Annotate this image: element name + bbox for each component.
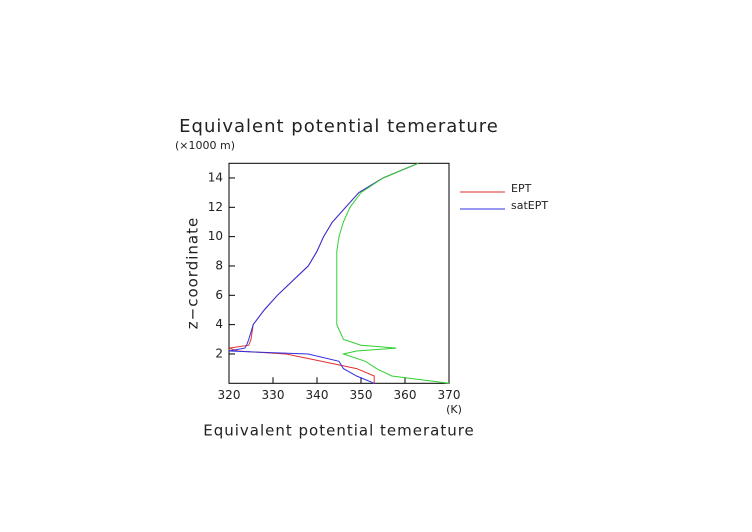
y-axis-label: z−coordinate bbox=[184, 217, 202, 329]
y-tick-label: 8 bbox=[215, 258, 223, 272]
x-tick-label: 350 bbox=[350, 388, 373, 402]
x-tick-label: 340 bbox=[306, 388, 329, 402]
x-unit: (K) bbox=[446, 403, 462, 416]
legend-label: satEPT bbox=[511, 199, 548, 212]
x-axis-label: Equivalent potential temerature bbox=[203, 422, 475, 440]
y-tick-label: 12 bbox=[208, 200, 223, 214]
plot-frame bbox=[228, 162, 450, 384]
line bbox=[228, 162, 419, 384]
line bbox=[228, 162, 419, 384]
x-tick-label: 330 bbox=[262, 388, 285, 402]
x-tick-label: 320 bbox=[218, 388, 241, 402]
legend-label: EPT bbox=[511, 182, 532, 195]
y-tick-label: 6 bbox=[215, 288, 223, 302]
line bbox=[336, 162, 450, 384]
x-tick-label: 360 bbox=[394, 388, 417, 402]
x-tick-label: 370 bbox=[438, 388, 461, 402]
y-tick-label: 2 bbox=[215, 346, 223, 360]
chart-title: Equivalent potential temerature bbox=[179, 116, 499, 137]
y-unit: (×1000 m) bbox=[175, 139, 235, 152]
y-tick-label: 14 bbox=[208, 170, 223, 184]
y-tick-label: 4 bbox=[215, 317, 223, 331]
y-tick-label: 10 bbox=[208, 229, 223, 243]
